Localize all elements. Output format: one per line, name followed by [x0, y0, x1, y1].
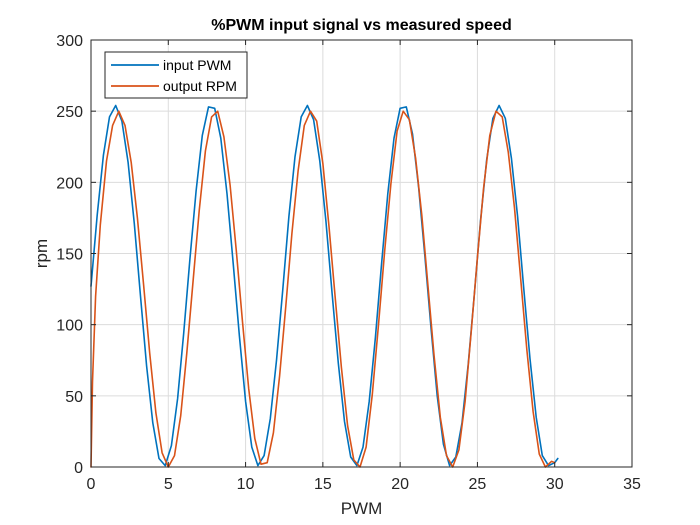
legend-label-input-pwm: input PWM	[163, 57, 231, 73]
x-tick-label: 35	[623, 476, 641, 493]
y-tick-label: 150	[56, 247, 83, 264]
x-tick-label: 15	[314, 476, 332, 493]
y-tick-label: 0	[74, 460, 83, 477]
y-tick-label: 100	[56, 318, 83, 335]
legend: input PWM output RPM	[104, 51, 248, 99]
x-axis-label: PWM	[341, 499, 383, 518]
legend-box	[104, 51, 248, 99]
x-tick-label: 10	[237, 476, 255, 493]
x-tick-label: 0	[87, 476, 96, 493]
x-tick-label: 25	[469, 476, 487, 493]
y-tick-label: 250	[56, 104, 83, 121]
x-tick-label: 20	[391, 476, 409, 493]
x-tick-label: 5	[164, 476, 173, 493]
axis-ticks: 0 5 10 15 20 25 30 35 0 50 100 150 200 250 300	[56, 33, 641, 493]
series-line-output-rpm	[90, 110, 556, 468]
chart-title: %PWM input signal vs measured speed	[211, 17, 512, 34]
x-tick-label: 30	[546, 476, 564, 493]
y-tick-label: 300	[56, 33, 83, 50]
series-group	[90, 104, 559, 468]
y-tick-label: 200	[56, 175, 83, 192]
y-tick-label: 50	[65, 389, 83, 406]
legend-label-output-rpm: output RPM	[163, 78, 237, 94]
y-axis-label: rpm	[32, 239, 51, 268]
